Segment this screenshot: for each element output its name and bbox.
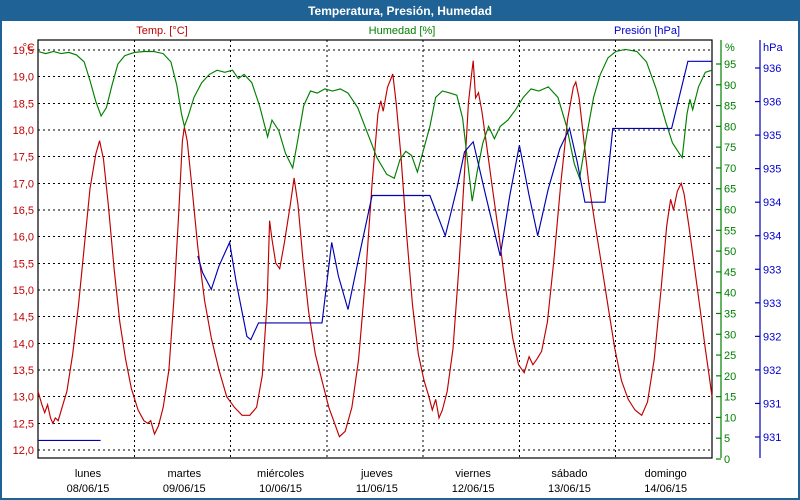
y-axis-temp-tick-label: 13,5 xyxy=(13,365,34,377)
y-axis-temp-tick-label: 12,0 xyxy=(13,445,34,457)
x-axis-date-label: 10/06/15 xyxy=(259,483,302,495)
x-axis-date-label: 14/06/15 xyxy=(644,483,687,495)
y-axis-temp-tick-label: 14,5 xyxy=(13,312,34,324)
x-axis-date-label: 11/06/15 xyxy=(356,483,398,495)
legend-humidity-label: Humedad [%] xyxy=(368,25,436,37)
y-axis-pressure-tick-label: 932 xyxy=(763,331,781,343)
y-axis-temp-tick-label: 14,0 xyxy=(13,338,34,350)
humidity-unit-label: % xyxy=(725,42,735,54)
y-axis-pressure-tick-label: 936 xyxy=(763,97,781,109)
y-axis-pressure-tick-label: 934 xyxy=(763,231,781,243)
pressure-unit-label: hPa xyxy=(763,42,783,54)
y-axis-pressure-tick-label: 934 xyxy=(763,197,781,209)
y-axis-temp-tick-label: 19,0 xyxy=(13,72,34,84)
x-axis-day-label: jueves xyxy=(360,468,393,480)
y-axis-temp-tick-label: 17,5 xyxy=(13,152,34,164)
y-axis-humidity-tick-label: 20 xyxy=(724,371,736,383)
plot-frame xyxy=(37,39,713,459)
y-axis-pressure-tick-label: 931 xyxy=(763,398,781,410)
series-humidity-line xyxy=(37,48,713,202)
y-axis-temp-tick-label: 12,5 xyxy=(13,418,34,430)
y-axis-humidity-tick-label: 30 xyxy=(724,329,736,341)
y-axis-humidity-tick-label: 15 xyxy=(724,392,736,404)
x-axis-date-label: 08/06/15 xyxy=(67,483,110,495)
y-axis-pressure-tick-label: 932 xyxy=(763,365,781,377)
series-pressure-line xyxy=(197,60,712,341)
y-axis-humidity-tick-label: 65 xyxy=(724,184,736,196)
x-axis-day-label: domingo xyxy=(645,468,687,480)
y-axis-humidity-tick-label: 60 xyxy=(724,205,736,217)
y-axis-temp-tick-label: 16,0 xyxy=(13,232,34,244)
window-title: Temperatura, Presión, Humedad xyxy=(308,4,492,18)
y-axis-temp-tick-label: 19,5 xyxy=(13,45,34,57)
y-axis-pressure-tick-label: 935 xyxy=(763,130,781,142)
x-axis-day-label: lunes xyxy=(75,468,102,480)
y-axis-humidity-tick-label: 80 xyxy=(724,121,736,133)
y-axis-humidity-tick-label: 55 xyxy=(724,225,736,237)
legend-temp-label: Temp. [°C] xyxy=(136,25,188,37)
y-axis-humidity-tick-label: 45 xyxy=(724,267,736,279)
legend-pressure-label: Presión [hPa] xyxy=(613,25,681,37)
y-axis-humidity-tick-label: 0 xyxy=(724,454,730,466)
y-axis-humidity-tick-label: 10 xyxy=(724,412,736,424)
y-axis-temp-tick-label: 15,5 xyxy=(13,258,34,270)
y-axis-pressure-tick-label: 931 xyxy=(763,432,781,444)
title-bar: Temperatura, Presión, Humedad xyxy=(2,2,798,21)
y-axis-humidity-tick-label: 90 xyxy=(724,80,736,92)
series-temp-line xyxy=(37,60,713,438)
y-axis-humidity-tick-label: 85 xyxy=(724,101,736,113)
y-axis-temp-tick-label: 18,5 xyxy=(13,98,34,110)
y-axis-temp-tick-label: 13,0 xyxy=(13,392,34,404)
y-axis-humidity-tick-label: 50 xyxy=(724,246,736,258)
y-axis-humidity-tick-label: 5 xyxy=(724,433,730,445)
y-axis-humidity-tick-label: 95 xyxy=(724,59,736,71)
y-axis-pressure-tick-label: 936 xyxy=(763,63,781,75)
y-axis-pressure-tick-label: 935 xyxy=(763,164,781,176)
x-axis-date-label: 09/06/15 xyxy=(163,483,206,495)
x-axis-day-label: miércoles xyxy=(257,468,305,480)
x-axis-day-label: martes xyxy=(167,468,201,480)
x-axis-date-label: 13/06/15 xyxy=(548,483,591,495)
y-axis-humidity-tick-label: 70 xyxy=(724,163,736,175)
y-axis-humidity-tick-label: 35 xyxy=(724,308,736,320)
x-axis-date-label: 12/06/15 xyxy=(452,483,495,495)
y-axis-temp-tick-label: 18,0 xyxy=(13,125,34,137)
x-axis-day-label: sábado xyxy=(551,468,587,480)
x-axis-day-label: viernes xyxy=(455,468,491,480)
chart-legend: Temp. [°C] Humedad [%] Presión [hPa] xyxy=(2,25,798,40)
temp-unit-label: °C xyxy=(23,42,35,54)
y-axis-temp-tick-label: 17,0 xyxy=(13,178,34,190)
y-axis-humidity-tick-label: 40 xyxy=(724,288,736,300)
y-axis-pressure-tick-label: 933 xyxy=(763,298,781,310)
y-axis-temp-tick-label: 16,5 xyxy=(13,205,34,217)
y-axis-pressure-tick-label: 933 xyxy=(763,264,781,276)
y-axis-humidity-tick-label: 25 xyxy=(724,350,736,362)
y-axis-humidity-tick-label: 75 xyxy=(724,142,736,154)
y-axis-temp-tick-label: 15,0 xyxy=(13,285,34,297)
